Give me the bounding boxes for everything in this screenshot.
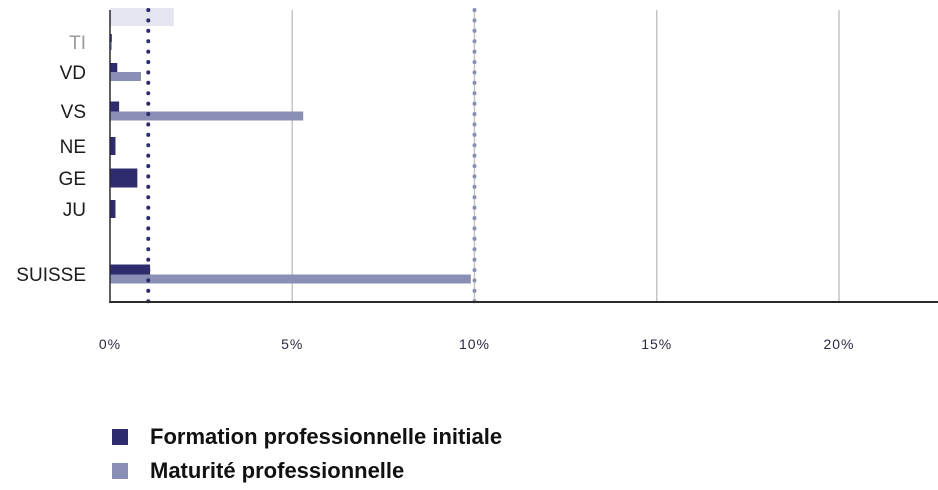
x-tick-label-3: 15%: [641, 336, 672, 352]
legend-item-formation: Formation professionnelle initiale: [112, 420, 502, 454]
bar-s1-4: [110, 137, 116, 155]
chart: TI VD VS NE GE JU SUISSE 0% 5% 10% 15% 20%: [16, 8, 938, 352]
bar-s2-1: [110, 42, 112, 50]
bar-s2-7: [110, 274, 471, 284]
category-label-vd: VD: [60, 63, 86, 84]
category-label-ne: NE: [60, 137, 86, 158]
legend-swatch-maturite: [112, 463, 128, 479]
x-tick-label-1: 5%: [281, 336, 303, 352]
legend-label-formation: Formation professionnelle initiale: [150, 424, 503, 449]
bar-s2-3: [110, 111, 304, 121]
x-tick-label-2: 10%: [459, 336, 490, 352]
bar-s1-3: [110, 101, 120, 112]
category-label-suisse: SUISSE: [16, 265, 86, 286]
legend-swatch-formation: [112, 429, 128, 445]
bar-s1-2: [110, 63, 118, 72]
x-tick-label-4: 20%: [823, 336, 854, 352]
bar-s1-6: [110, 200, 116, 218]
category-label-ge: GE: [59, 169, 86, 190]
legend: Formation professionnelle initiale Matur…: [112, 420, 502, 488]
legend-item-maturite: Maturité professionnelle: [112, 454, 502, 488]
category-label-ti: TI: [69, 33, 86, 54]
bar-s2-0: [110, 8, 174, 26]
bar-s2-2: [110, 72, 141, 81]
legend-label-maturite: Maturité professionnelle: [150, 458, 405, 483]
bar-s1-7: [110, 264, 151, 275]
category-label-ju: JU: [63, 200, 86, 221]
bar-s1-1: [110, 34, 112, 42]
bar-s1-5: [110, 168, 138, 188]
x-tick-label-0: 0%: [99, 336, 121, 352]
category-label-vs: VS: [61, 102, 86, 123]
